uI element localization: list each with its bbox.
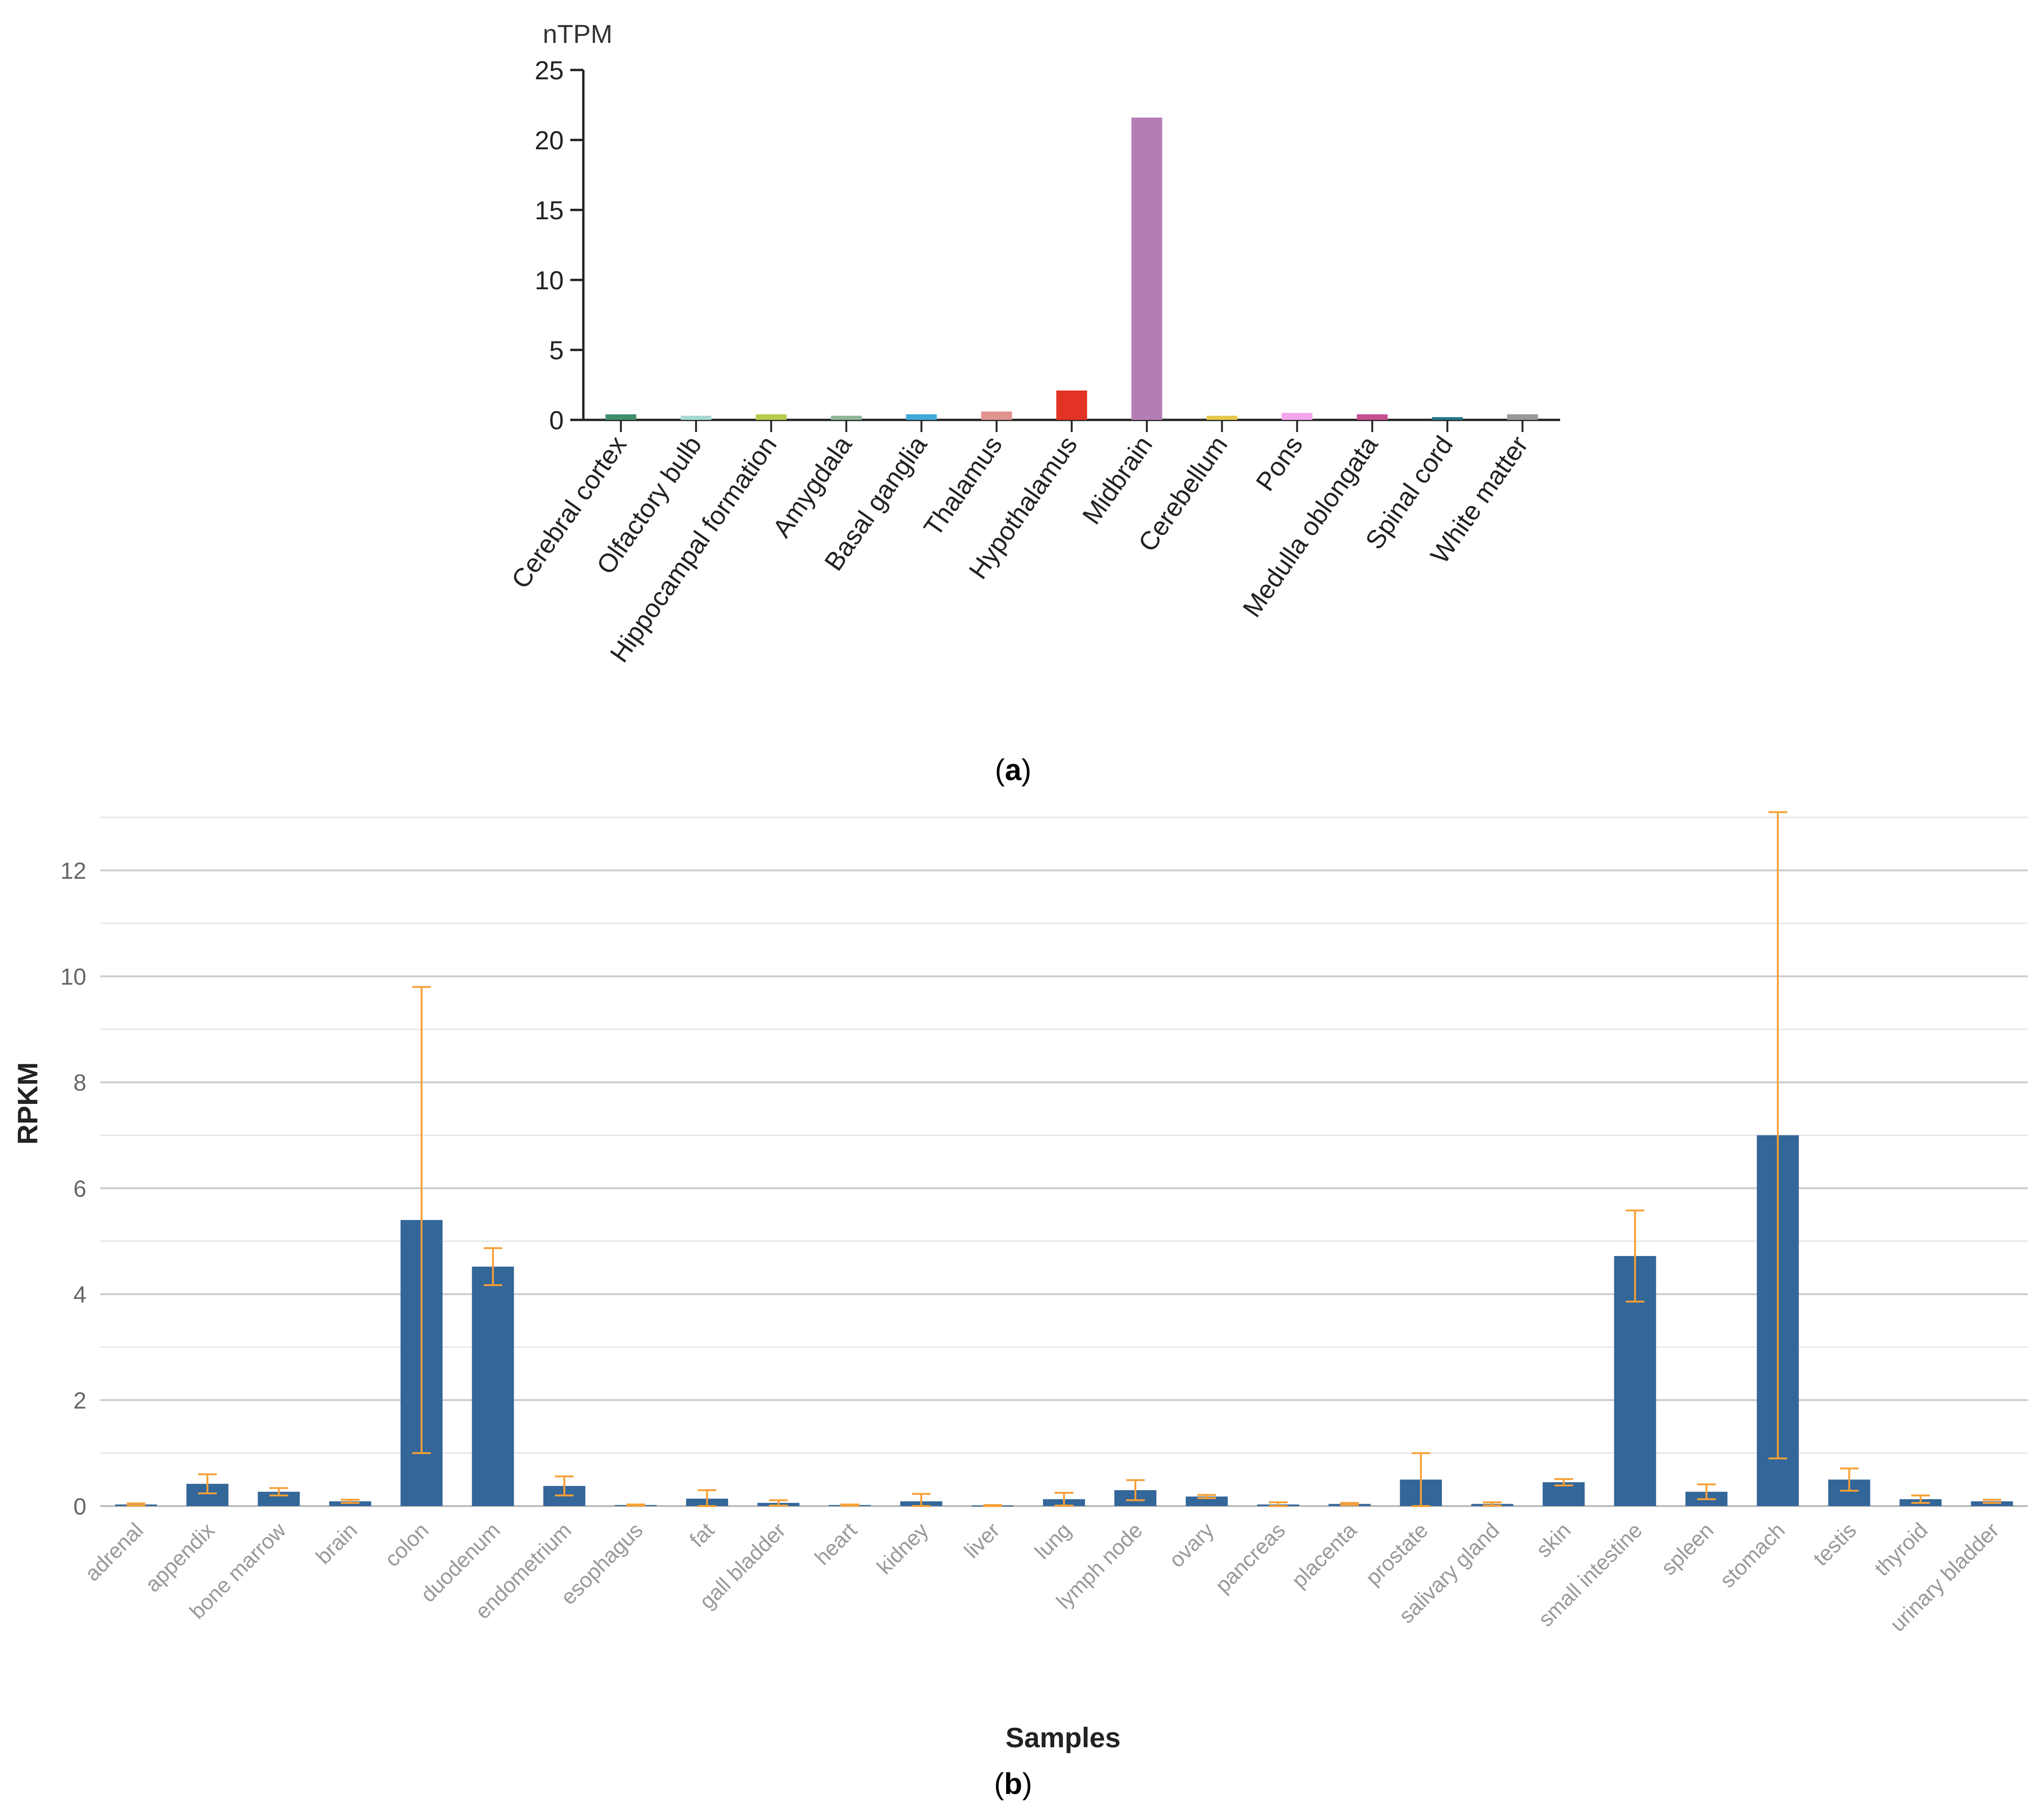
chart-b-y-tick-label: 10	[60, 964, 86, 990]
chart-a-bar	[1131, 118, 1162, 420]
chart-b-x-tick-label: brain	[311, 1518, 362, 1569]
chart-a-bar	[605, 414, 637, 420]
chart-b-error-bar	[1126, 1479, 1145, 1501]
chart-b-y-tick-label: 6	[73, 1176, 86, 1202]
chart-a-y-tick-label: 5	[549, 335, 564, 365]
chart-a-x-tick-label: Pons	[1250, 431, 1309, 496]
chart-a-bar	[1281, 413, 1313, 420]
chart-a-y-tick-label: 20	[535, 126, 564, 155]
chart-b-x-tick-label: spleen	[1656, 1518, 1718, 1580]
chart-b-gridlines	[100, 816, 2028, 1454]
chart-a-bar	[1507, 414, 1538, 420]
chart-a-bar	[831, 416, 862, 420]
chart-b-x-tick-label: heart	[810, 1518, 861, 1570]
chart-b-error-bar	[412, 986, 431, 1454]
chart-b-y-tick-label: 4	[73, 1282, 86, 1308]
chart-b-y-tick-label: 2	[73, 1388, 86, 1414]
chart-b-error-bar	[1625, 1209, 1645, 1303]
chart-b-error-bar	[1340, 1502, 1359, 1506]
chart-a-bar	[1432, 417, 1463, 420]
chart-b-error-bar	[1554, 1478, 1573, 1486]
chart-a: nTPM 0 5 10 15 20 25 Cerebral cortexOlfactory…	[505, 19, 1560, 668]
chart-b-error-bar	[555, 1475, 574, 1497]
chart-b-x-tick-label: stomach	[1715, 1518, 1790, 1592]
chart-a-bar	[756, 414, 787, 420]
chart-b-error-bar	[912, 1493, 931, 1507]
chart-b-error-bar	[769, 1499, 788, 1507]
chart-b-error-bar	[1697, 1483, 1716, 1500]
chart-b-error-bar	[1840, 1467, 1859, 1492]
chart-a-x-tick-label: Medulla oblongata	[1237, 430, 1384, 622]
chart-a-bar	[1056, 391, 1087, 420]
chart-a-y-tick-label: 25	[535, 56, 564, 85]
chart-b-error-bar	[341, 1499, 360, 1504]
chart-b-x-tick-label: skin	[1531, 1518, 1575, 1562]
chart-a-bar	[1357, 414, 1388, 420]
chart-a-bar	[906, 414, 937, 420]
chart-b-error-bar	[698, 1489, 717, 1507]
panel-label-a: (a)	[995, 753, 1031, 787]
chart-b-y-ticks: 0 2 4 6 8 10 12	[60, 858, 86, 1520]
chart-b-x-tick-label: adrenal	[80, 1518, 147, 1585]
chart-b-x-tick-label: prostate	[1361, 1518, 1433, 1590]
chart-b-error-bar	[1197, 1494, 1216, 1499]
chart-b-error-bar	[1411, 1452, 1430, 1507]
chart-a-bar	[981, 412, 1012, 420]
chart-b-x-axis-label: Samples	[1006, 1722, 1121, 1753]
chart-a-y-tick-label: 10	[535, 265, 564, 295]
chart-b-x-tick-label: placenta	[1287, 1518, 1361, 1592]
chart-a-y-axis-label: nTPM	[543, 19, 612, 49]
chart-b-error-bar	[1768, 811, 1787, 1459]
chart-a-bar	[680, 416, 712, 420]
chart-b-error-bar	[1055, 1492, 1073, 1507]
chart-b-bars	[115, 1135, 2013, 1507]
chart-b-error-bar	[483, 1247, 503, 1286]
chart-b-x-tick-label: fat	[685, 1518, 719, 1552]
chart-b-bar	[1185, 1496, 1228, 1506]
panel-label-a-letter: a	[1005, 753, 1022, 787]
chart-b-error-bar	[1982, 1499, 2002, 1504]
chart-b-error-bar	[269, 1487, 288, 1497]
chart-b-x-tick-label: liver	[959, 1518, 1004, 1563]
chart-b-x-tick-label: pancreas	[1210, 1518, 1290, 1598]
panel-label-b: (b)	[994, 1767, 1032, 1800]
chart-b-error-bar	[1483, 1501, 1502, 1507]
chart-b-error-bar	[126, 1502, 146, 1507]
chart-a-x-tick-label: Midbrain	[1077, 431, 1158, 530]
chart-b-error-bar	[840, 1503, 860, 1507]
chart-a-y-ticks: 0 5 10 15 20 25	[535, 56, 583, 435]
chart-b-x-tick-label: colon	[380, 1518, 434, 1571]
chart-b-error-bar	[1268, 1501, 1288, 1507]
chart-b-error-bars	[126, 811, 2002, 1507]
chart-b-x-tick-label: testis	[1808, 1518, 1861, 1570]
chart-b-y-axis-label: RPKM	[12, 1062, 43, 1145]
chart-b-x-tick-label: kidney	[872, 1518, 933, 1579]
chart-b-x-tick-label: lung	[1030, 1518, 1076, 1563]
chart-b-y-tick-label: 12	[60, 858, 86, 884]
chart-b-x-tick-label: thyroid	[1869, 1518, 1932, 1580]
chart-b-error-bar	[198, 1473, 217, 1494]
chart-b-bar	[472, 1266, 514, 1506]
chart-b-x-tick-label: ovary	[1164, 1518, 1218, 1572]
chart-b-error-bar	[626, 1503, 645, 1507]
chart-a-bar	[1206, 416, 1238, 420]
chart-b-y-tick-label: 8	[73, 1070, 86, 1096]
chart-b-error-bar	[1911, 1494, 1930, 1504]
chart-a-bars	[605, 118, 1538, 420]
chart-b-y-tick-label: 0	[73, 1493, 86, 1520]
panel-label-b-letter: b	[1004, 1767, 1022, 1800]
chart-a-y-tick-label: 0	[549, 405, 564, 435]
chart-b-error-bar	[983, 1504, 1002, 1507]
chart-a-y-tick-label: 15	[535, 195, 564, 225]
